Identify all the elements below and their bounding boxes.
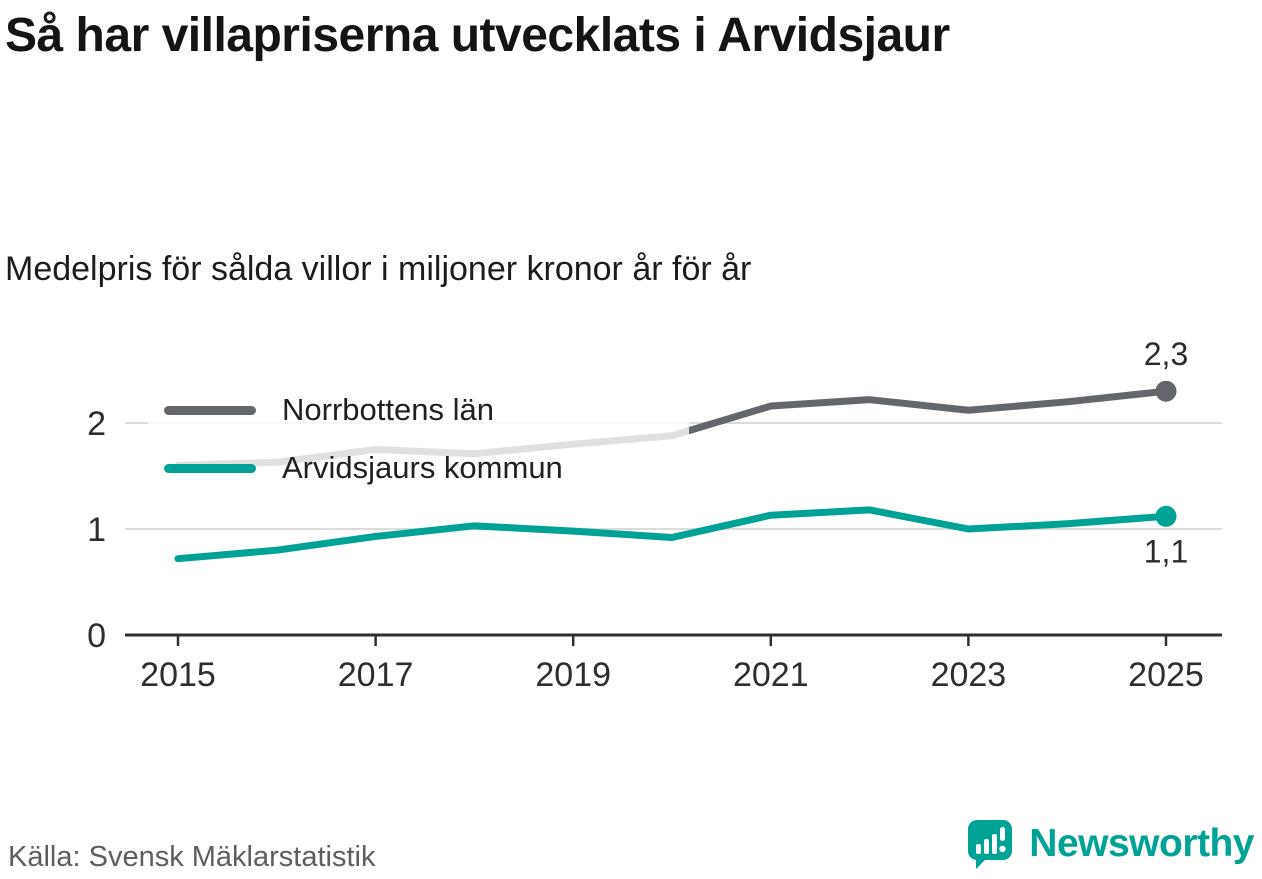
svg-text:2: 2	[87, 405, 106, 443]
chart-area: 2015 2017 2019 2021 2023 2025 0 1 2 2,3 1,1 Norrbo…	[0, 330, 1262, 730]
newsworthy-wordmark: Newsworthy	[1029, 822, 1254, 865]
legend-label-norrbottens-lan: Norrbottens län	[282, 392, 494, 427]
svg-text:2023: 2023	[931, 656, 1007, 694]
legend: Norrbottens län Arvidsjaurs kommun	[148, 378, 689, 504]
svg-text:2019: 2019	[535, 656, 611, 694]
svg-text:2021: 2021	[733, 656, 809, 694]
newsworthy-icon	[968, 820, 1013, 869]
source-note: Källa: Svensk Mäklarstatistik	[8, 841, 376, 873]
chart-subtitle: Medelpris för sålda villor i miljoner kr…	[5, 250, 752, 288]
svg-text:0: 0	[87, 617, 106, 655]
svg-text:2,3: 2,3	[1144, 336, 1188, 372]
legend-swatch-arvidsjaurs-kommun	[164, 463, 256, 473]
chart-title: Så har villapriserna utvecklats i Arvids…	[5, 9, 950, 62]
newsworthy-logo: Newsworthy	[966, 818, 1254, 870]
svg-text:2015: 2015	[140, 656, 216, 694]
svg-text:2025: 2025	[1128, 656, 1204, 694]
svg-text:1,1: 1,1	[1144, 533, 1188, 569]
legend-item-norrbottens-lan: Norrbottens län	[164, 384, 669, 436]
legend-swatch-norrbottens-lan	[164, 405, 256, 415]
svg-text:2017: 2017	[338, 656, 414, 694]
legend-item-arvidsjaurs-kommun: Arvidsjaurs kommun	[164, 442, 669, 494]
svg-text:1: 1	[87, 511, 106, 549]
legend-label-arvidsjaurs-kommun: Arvidsjaurs kommun	[282, 450, 563, 485]
